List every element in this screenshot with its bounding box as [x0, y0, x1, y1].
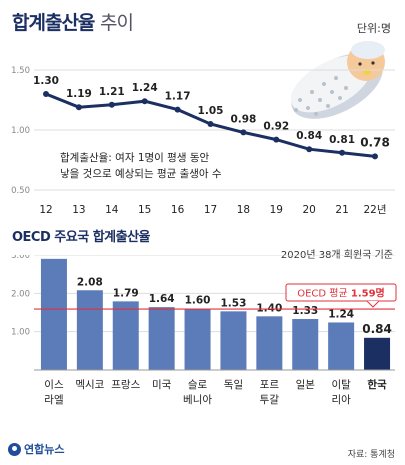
line-xtick-label: 12	[39, 204, 52, 216]
line-ytick-label: 1.50	[11, 66, 30, 76]
chart-title: 합계출산율 추이	[12, 12, 134, 34]
bar-data-label: 1.60	[185, 295, 211, 307]
bar-category-label: 멕시코	[75, 379, 104, 391]
bar-category-label: 프랑스	[111, 379, 140, 391]
line-data-label: 1.21	[99, 86, 125, 98]
bar-data-label: 0.84	[362, 322, 392, 336]
line-xtick-label: 19	[270, 204, 283, 216]
annotation-line-1: 합계출산율: 여자 1명이 평생 동안	[60, 152, 210, 164]
bar-data-label: 2.08	[77, 276, 103, 288]
line-ytick-label: 1.00	[11, 126, 30, 136]
bar-data-label: 1.53	[220, 297, 246, 309]
bar-data-label: 1.40	[256, 302, 282, 314]
bar-category-label: 독일	[224, 378, 243, 391]
line-point	[75, 104, 82, 111]
line-point	[273, 136, 280, 143]
bar-ytick-label: 2.00	[11, 289, 30, 299]
line-point	[108, 101, 115, 108]
baby-illustration	[290, 41, 385, 119]
bar-category-label-line2: 라엘	[44, 393, 63, 406]
bar	[112, 301, 139, 370]
line-xtick-label: 16	[171, 204, 185, 216]
bar	[40, 258, 67, 370]
line-xtick-label: 13	[72, 204, 85, 216]
line-data-label: 1.17	[165, 91, 191, 103]
line-data-label: 1.30	[33, 75, 59, 87]
line-point	[141, 98, 148, 105]
bar	[256, 316, 283, 370]
line-xtick-label: 14	[105, 204, 119, 216]
line-data-label: 0.98	[230, 113, 256, 125]
bar	[148, 307, 175, 370]
line-grid: 1.50 1.00 0.50	[11, 66, 395, 196]
unit-label: 단위:명	[356, 22, 391, 35]
line-xtick-label: 20	[303, 204, 316, 216]
line-data-label: 0.81	[329, 134, 355, 146]
line-data-label: 0.92	[263, 121, 289, 133]
bar-category-label: 이스	[44, 379, 64, 391]
line-xtick-label: 15	[138, 204, 151, 216]
line-chart: 1.50 1.00 0.50 1.30 12 1.19 13 1.21 14 1.24 15 1.17…	[11, 41, 395, 216]
bar-category-label-line2: 투갈	[260, 393, 280, 406]
bar-data-label: 1.24	[328, 308, 354, 320]
bar-category-label: 슬로	[188, 379, 208, 391]
bar	[364, 337, 391, 370]
line-data-label: 1.19	[66, 88, 92, 100]
bar	[76, 290, 103, 370]
bar	[184, 308, 211, 370]
line-ytick-label: 0.50	[11, 186, 30, 196]
line-xtick-label: 22년	[363, 204, 386, 216]
line-data-label: 0.84	[296, 130, 322, 142]
line-xtick-label: 21	[335, 204, 348, 216]
logo-icon	[8, 442, 21, 456]
line-point	[43, 91, 49, 97]
bar-data-label: 1.33	[292, 305, 318, 317]
bar-category-label-line2: 베니아	[183, 394, 212, 406]
definition-annotation: 합계출산율: 여자 1명이 평생 동안 낳을 것으로 예상되는 평균 출생아 수	[60, 150, 222, 182]
line-point	[207, 121, 214, 127]
bar-data-label: 2.90	[41, 255, 67, 257]
bar-ytick-label: 1.00	[11, 328, 30, 338]
source-label: 자료: 통계청	[347, 450, 395, 460]
line-data-label: 1.24	[132, 82, 158, 94]
bar-category-label: 일본	[296, 378, 316, 391]
bar	[292, 319, 319, 370]
bar-category-label: 한국	[367, 378, 387, 391]
bar-ytick-label: 3.00	[11, 255, 30, 261]
annotation-line-2: 낳을 것으로 예상되는 평균 출생아 수	[60, 168, 222, 180]
oecd-average-callout: OECD 평균 1.59명	[285, 283, 397, 308]
bar-category-label: 미국	[152, 379, 172, 391]
line-xtick-label: 18	[237, 204, 250, 216]
line-point	[339, 149, 346, 156]
line-point	[372, 153, 378, 160]
logo: 연합뉴스	[8, 441, 64, 457]
bar-category-label-line2: 리아	[331, 394, 351, 406]
bar	[220, 311, 247, 370]
line-point	[240, 129, 247, 136]
line-point	[306, 146, 313, 153]
bar	[328, 322, 355, 370]
oecd-average-label: OECD 평균 1.59명	[297, 287, 385, 300]
bar-data-label: 1.64	[149, 293, 175, 305]
oecd-average-box	[285, 283, 397, 302]
line-data-label: 1.05	[198, 105, 224, 117]
oecd-chart-title: OECD 주요국 합계출산율	[12, 230, 151, 245]
bar-category-label: 포르	[260, 379, 280, 391]
line-point	[174, 106, 181, 113]
bar-data-label: 1.79	[113, 287, 139, 299]
line-data-label: 0.78	[360, 135, 390, 149]
oecd-average-pointer	[366, 300, 380, 308]
line-xtick-label: 17	[204, 204, 217, 216]
bar-category-label: 이탈	[331, 378, 351, 391]
